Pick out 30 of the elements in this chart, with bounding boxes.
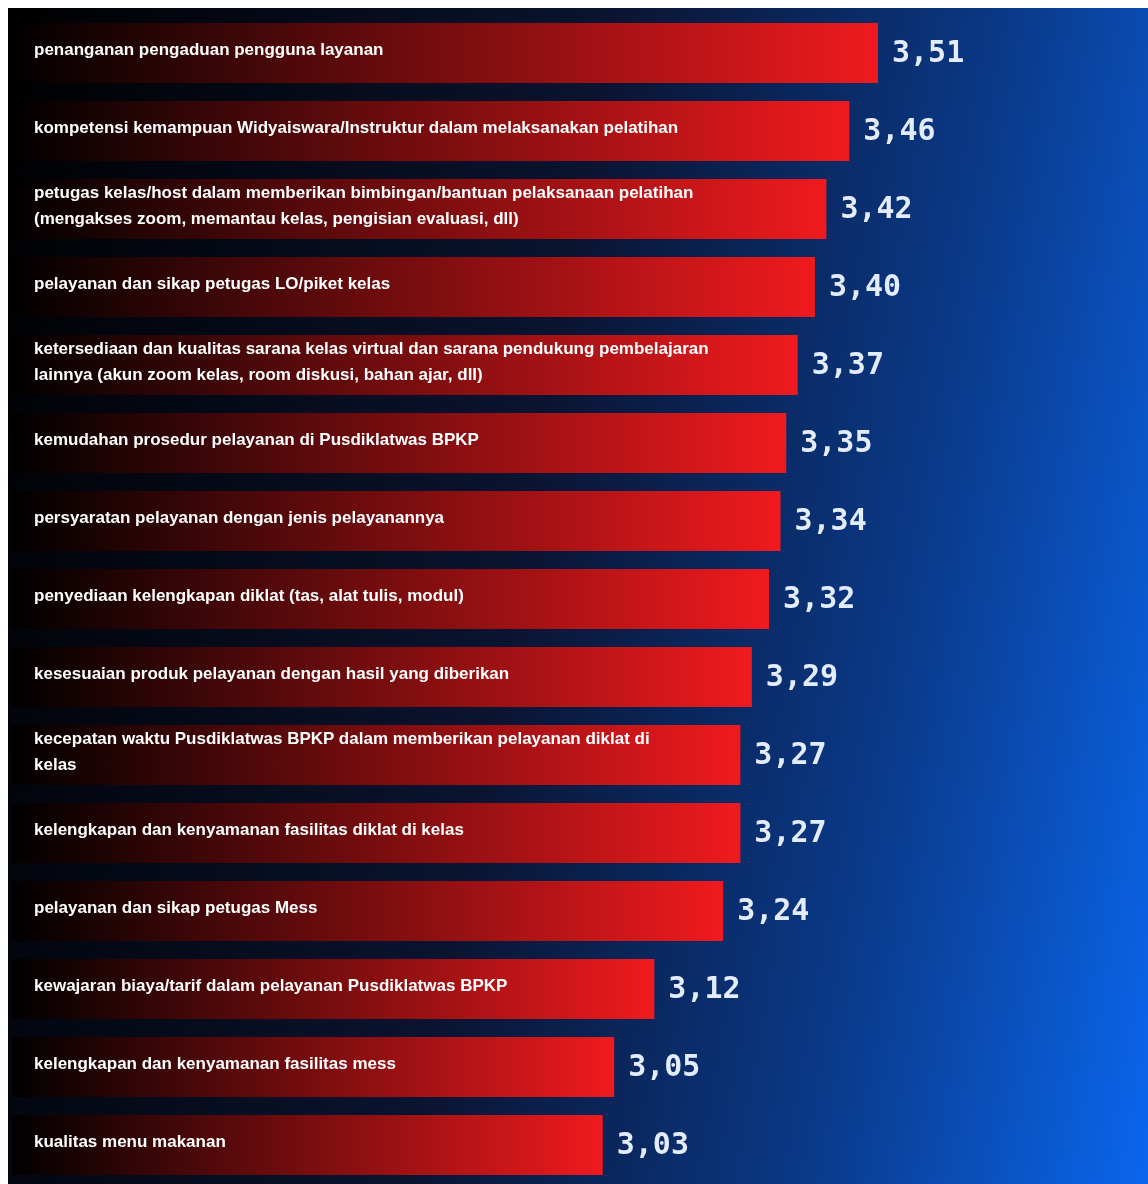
y-tick-label: kewajaran biaya/tarif dalam pelayanan Pusdiklatwas BPKP — [34, 976, 508, 996]
y-tick-label: kelengkapan dan kenyamanan fasilitas mess — [34, 1054, 396, 1074]
y-tick-label: penyediaan kelengkapan diklat (tas, alat tulis, modul) — [34, 586, 464, 606]
data-label: 3,35 — [800, 423, 873, 459]
data-label: 3,27 — [754, 735, 827, 771]
data-label: 3,03 — [616, 1125, 689, 1161]
data-label: 3,29 — [765, 657, 839, 693]
y-tick-label: persyaratan pelayanan dengan jenis pelayanannya — [34, 508, 445, 528]
y-tick-label: kesesuaian produk pelayanan dengan hasil yang diberikan — [34, 664, 510, 684]
data-label: 3,32 — [783, 579, 856, 615]
y-tick-label: kelengkapan dan kenyamanan fasilitas diklat di kelas — [34, 820, 464, 840]
y-tick-label: kompetensi kemampuan Widyaiswara/Instruktur dalam melaksanakan pelatihan — [34, 118, 679, 138]
data-label: 3,51 — [892, 33, 965, 69]
data-label: 3,40 — [828, 267, 902, 303]
y-tick-label: ketersediaan dan kualitas sarana kelas virtual dan sarana pendukung pembelajaran lainnya (akun zoom kelas, room diskusi, bahan ajar, dll) — [34, 339, 709, 385]
data-label: 3,24 — [737, 891, 810, 927]
y-tick-label: kemudahan prosedur pelayanan di Pusdiklatwas BPKP — [34, 430, 479, 450]
y-tick-label: kualitas menu makanan — [34, 1132, 226, 1152]
y-tick-label: pelayanan dan sikap petugas Mess — [34, 898, 318, 918]
data-label: 3,42 — [840, 189, 913, 225]
y-tick-label: kecepatan waktu Pusdiklatwas BPKP dalam memberikan pelayanan diklat di kelas — [34, 729, 650, 775]
y-tick-label: pelayanan dan sikap petugas LO/piket kelas — [34, 274, 391, 294]
data-label: 3,37 — [811, 345, 884, 381]
y-tick-label: penanganan pengaduan pengguna layanan — [34, 40, 384, 60]
data-label: 3,05 — [628, 1047, 701, 1083]
data-label: 3,27 — [754, 813, 827, 849]
data-label: 3,12 — [668, 969, 741, 1005]
data-label: 3,34 — [794, 501, 867, 537]
data-label: 3,46 — [863, 111, 936, 147]
y-tick-label: petugas kelas/host dalam memberikan bimbingan/bantuan pelaksanaan pelatihan (mengakses zoom, memantau kelas, pengisian evaluasi, dll) — [34, 183, 694, 229]
